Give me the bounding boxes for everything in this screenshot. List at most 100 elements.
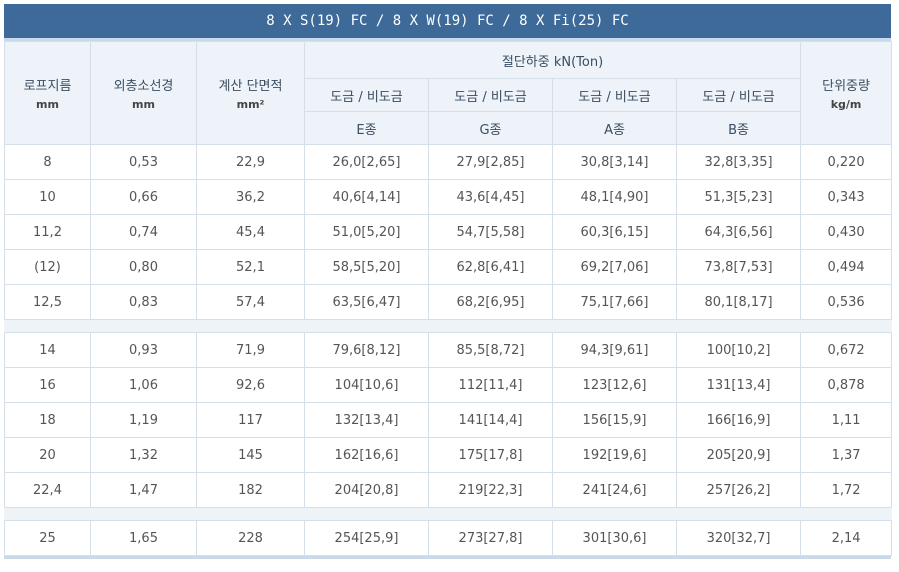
header-coating: 도금 / 비도금 [428,78,553,112]
cell-load-a: 75,1[7,66] [552,284,677,320]
cell-outer-wire: 0,66 [90,179,197,215]
cell-diameter: 12,5 [4,284,91,320]
cell-load-e: 58,5[5,20] [304,249,429,285]
table-row: 11,2 0,74 45,4 51,0[5,20] 54,7[5,58] 60,3[6,1… [4,214,893,250]
cell-load-g: 141[14,4] [428,402,553,438]
table-row: 14 0,93 71,9 79,6[8,12] 85,5[8,72] 94,3[9,61]… [4,332,893,368]
rope-spec-table: 로프지름 mm 외층소선경 mm 계산 단면적 mm² 절단하중 kN(Ton) 단위… [3,41,893,556]
cell-load-b: 64,3[6,56] [675,214,802,250]
cell-weight: 0,343 [800,179,893,215]
cell-diameter: 16 [4,367,91,403]
cell-load-a: 156[15,9] [552,402,677,438]
cell-area: 36,2 [196,179,305,215]
cell-diameter: 10 [4,179,91,215]
header-break-load: 절단하중 kN(Ton) [303,41,802,79]
cell-outer-wire: 0,74 [90,214,197,250]
header-grade-e: E종 [304,111,429,145]
header-grade-g: G종 [428,111,553,145]
cell-load-b: 32,8[3,35] [675,144,802,180]
cell-load-g: 54,7[5,58] [428,214,553,250]
cell-outer-wire: 1,65 [90,520,197,556]
cell-weight: 0,672 [800,332,893,368]
cell-load-b: 100[10,2] [675,332,802,368]
header-area: 계산 단면적 mm² [196,41,305,145]
cell-load-e: 254[25,9] [304,520,429,556]
cell-load-e: 26,0[2,65] [304,144,429,180]
header-outer-wire: 외층소선경 mm [90,41,197,145]
cell-load-b: 73,8[7,53] [675,249,802,285]
cell-load-a: 301[30,6] [552,520,677,556]
cell-load-a: 241[24,6] [552,472,677,508]
cell-diameter: 11,2 [4,214,91,250]
table-row: 18 1,19 117 132[13,4] 141[14,4] 156[15,9] 166[… [4,402,893,438]
cell-load-e: 104[10,6] [304,367,429,403]
cell-area: 117 [196,402,305,438]
cell-diameter: 22,4 [4,472,91,508]
cell-load-g: 273[27,8] [428,520,553,556]
cell-load-a: 94,3[9,61] [552,332,677,368]
cell-load-b: 166[16,9] [675,402,802,438]
cell-area: 52,1 [196,249,305,285]
cell-outer-wire: 0,83 [90,284,197,320]
cell-load-e: 63,5[6,47] [304,284,429,320]
cell-diameter: 18 [4,402,91,438]
cell-outer-wire: 0,80 [90,249,197,285]
cell-area: 57,4 [196,284,305,320]
cell-area: 145 [196,437,305,473]
cell-load-a: 60,3[6,15] [552,214,677,250]
cell-load-a: 30,8[3,14] [552,144,677,180]
table-row: 12,5 0,83 57,4 63,5[6,47] 68,2[6,95] 75,1[7,6… [4,284,893,320]
cell-load-e: 51,0[5,20] [304,214,429,250]
cell-load-g: 27,9[2,85] [428,144,553,180]
cell-outer-wire: 1,19 [90,402,197,438]
table-body: 8 0,53 22,9 26,0[2,65] 27,9[2,85] 30,8[3,14] 3… [3,144,893,556]
cell-load-a: 48,1[4,90] [552,179,677,215]
cell-load-g: 68,2[6,95] [428,284,553,320]
cell-load-b: 51,3[5,23] [675,179,802,215]
cell-weight: 0,220 [800,144,893,180]
header-coating: 도금 / 비도금 [552,78,677,112]
cell-area: 92,6 [196,367,305,403]
cell-area: 45,4 [196,214,305,250]
group-spacer [3,507,893,521]
cell-weight: 1,11 [800,402,893,438]
header-coating: 도금 / 비도금 [675,78,802,112]
cell-weight: 0,494 [800,249,893,285]
cell-load-g: 219[22,3] [428,472,553,508]
cell-load-b: 257[26,2] [675,472,802,508]
table-row: 16 1,06 92,6 104[10,6] 112[11,4] 123[12,6] 131… [4,367,893,403]
table-header: 로프지름 mm 외층소선경 mm 계산 단면적 mm² 절단하중 kN(Ton) 단위… [4,41,893,145]
cell-load-g: 85,5[8,72] [428,332,553,368]
header-weight: 단위중량 kg/m [800,41,893,145]
cell-area: 228 [196,520,305,556]
table-row: 22,4 1,47 182 204[20,8] 219[22,3] 241[24,6] 25… [4,472,893,508]
header-grade-a: A종 [552,111,677,145]
cell-load-b: 320[32,7] [675,520,802,556]
cell-load-g: 43,6[4,45] [428,179,553,215]
cell-area: 71,9 [196,332,305,368]
table-title: 8 X S(19) FC / 8 X W(19) FC / 8 X Fi(25)… [4,4,891,41]
spec-table-container: 8 X S(19) FC / 8 X W(19) FC / 8 X Fi(25)… [3,4,893,559]
cell-weight: 1,72 [800,472,893,508]
group-spacer [3,319,893,333]
cell-load-g: 62,8[6,41] [428,249,553,285]
cell-diameter: (12) [4,249,91,285]
cell-load-a: 192[19,6] [552,437,677,473]
cell-load-e: 204[20,8] [304,472,429,508]
cell-diameter: 14 [4,332,91,368]
table-row: 8 0,53 22,9 26,0[2,65] 27,9[2,85] 30,8[3,14] 3… [4,144,893,180]
cell-diameter: 25 [4,520,91,556]
cell-outer-wire: 0,53 [90,144,197,180]
cell-load-g: 175[17,8] [428,437,553,473]
cell-outer-wire: 1,47 [90,472,197,508]
cell-load-b: 80,1[8,17] [675,284,802,320]
cell-weight: 0,536 [800,284,893,320]
cell-load-e: 40,6[4,14] [304,179,429,215]
cell-weight: 0,430 [800,214,893,250]
cell-load-a: 123[12,6] [552,367,677,403]
cell-outer-wire: 1,06 [90,367,197,403]
table-row: 25 1,65 228 254[25,9] 273[27,8] 301[30,6] 320[… [4,520,893,556]
header-grade-b: B종 [675,111,802,145]
table-row: 10 0,66 36,2 40,6[4,14] 43,6[4,45] 48,1[4,90]… [4,179,893,215]
header-diameter: 로프지름 mm [4,41,91,145]
